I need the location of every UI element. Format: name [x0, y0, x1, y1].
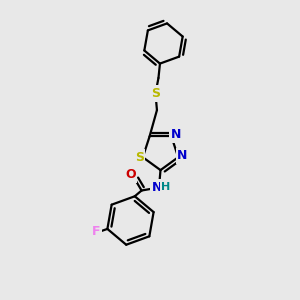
- Text: N: N: [177, 149, 188, 162]
- Text: H: H: [161, 182, 170, 193]
- Text: S: S: [135, 151, 144, 164]
- Text: S: S: [151, 87, 160, 100]
- Text: N: N: [170, 128, 181, 142]
- Text: F: F: [92, 225, 100, 238]
- Text: N: N: [152, 181, 162, 194]
- Text: O: O: [125, 168, 136, 182]
